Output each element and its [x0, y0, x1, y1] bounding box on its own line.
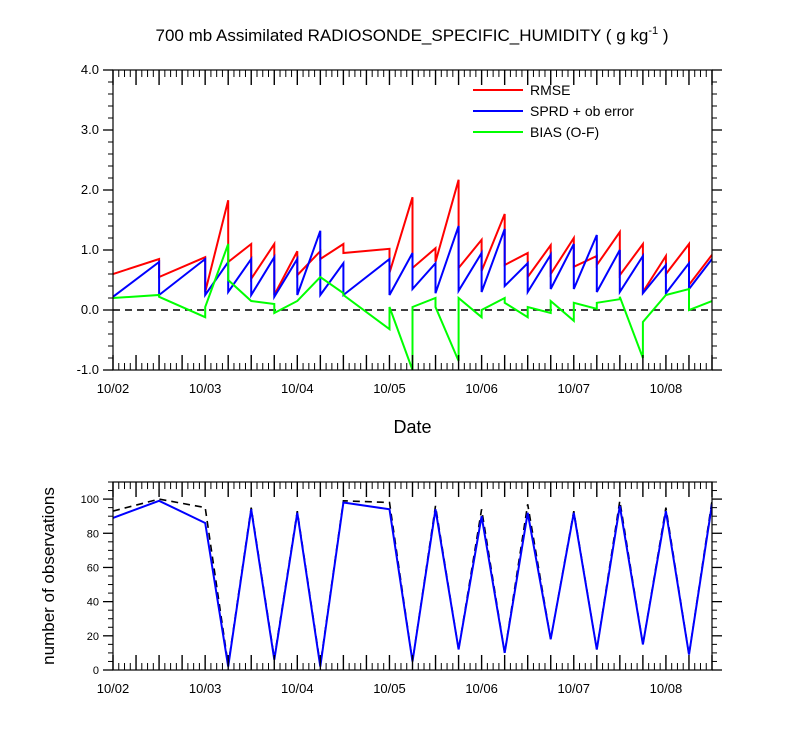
chart-title: 700 mb Assimilated RADIOSONDE_SPECIFIC_H…	[156, 25, 669, 45]
x-tick-label: 10/07	[557, 681, 590, 696]
y-axis-label: number of observations	[39, 487, 58, 665]
x-tick-label: 10/07	[557, 381, 590, 396]
y-tick-label: 80	[87, 528, 99, 540]
x-tick-label: 10/02	[97, 381, 130, 396]
y-tick-label: -1.0	[77, 362, 99, 377]
x-tick-label: 10/08	[650, 381, 683, 396]
y-tick-label: 100	[81, 494, 99, 506]
y-tick-label: 2.0	[81, 182, 99, 197]
plot-frame	[112, 481, 713, 671]
legend-label-rmse: RMSE	[530, 82, 570, 98]
y-tick-label: 60	[87, 562, 99, 574]
y-tick-label: 40	[87, 597, 99, 609]
y-tick-label: 4.0	[81, 62, 99, 77]
x-tick-label: 10/06	[465, 381, 498, 396]
x-axis-label: Date	[393, 417, 431, 437]
x-tick-label: 10/04	[281, 681, 314, 696]
bottom-chart: 0 20 40 60 80 100 10/02 10/03 10/04 10/05 10/06 10/…	[39, 481, 722, 696]
x-tick-label: 10/06	[465, 681, 498, 696]
x-tick-label: 10/03	[189, 681, 222, 696]
series-line-bias	[113, 243, 712, 370]
series-line-sprd	[113, 225, 712, 301]
y-tick-label: 0.0	[81, 302, 99, 317]
y-tick-label: 20	[87, 631, 99, 643]
x-tick-label: 10/02	[97, 681, 130, 696]
top-chart: -1.0 0.0 1.0 2.0 3.0 4.0 10/02 10/03 10/04 10/05 1…	[77, 62, 722, 437]
title-exponent: -1	[648, 25, 658, 37]
legend-label-bias: BIAS (O-F)	[530, 124, 599, 140]
x-tick-label: 10/05	[373, 681, 406, 696]
x-tick-label: 10/04	[281, 381, 314, 396]
x-tick-label: 10/05	[373, 381, 406, 396]
x-tick-label: 10/03	[189, 381, 222, 396]
series-line-obs_used	[113, 499, 712, 667]
title-close: )	[658, 26, 668, 45]
legend-label-sprd: SPRD + ob error	[530, 103, 634, 119]
y-tick-label: 0	[93, 665, 99, 677]
x-tick-label: 10/08	[650, 681, 683, 696]
y-tick-label: 3.0	[81, 122, 99, 137]
y-tick-label: 1.0	[81, 242, 99, 257]
